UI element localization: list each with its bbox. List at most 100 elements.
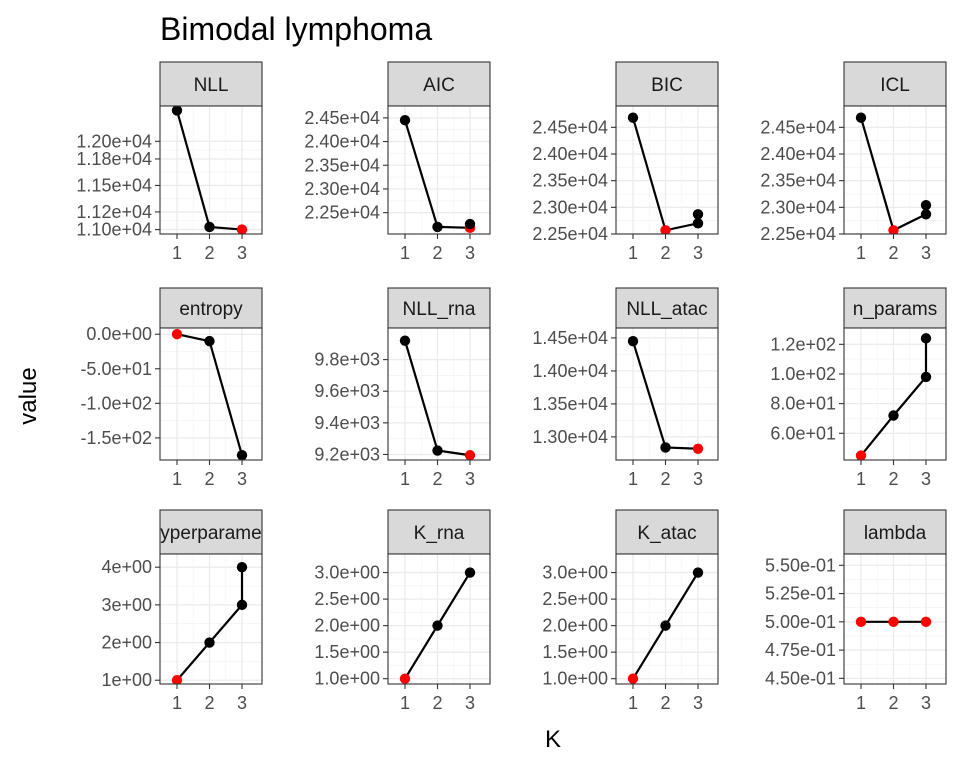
x-tick-label: 2 bbox=[888, 469, 898, 489]
facet-panel: n_params 6.0e+01 8.0e+01 1.0e+02 1.2e+02 1 2 3 bbox=[770, 287, 947, 489]
facet-strip bbox=[387, 287, 491, 329]
x-tick-label: 1 bbox=[400, 243, 410, 263]
x-tick-label: 2 bbox=[204, 243, 214, 263]
panel-border bbox=[843, 327, 947, 461]
data-point bbox=[888, 410, 899, 421]
panel-border bbox=[159, 327, 263, 461]
highlight-point bbox=[660, 225, 671, 234]
panel-plot-area bbox=[855, 616, 932, 628]
panel-background bbox=[388, 106, 490, 234]
highlight-point bbox=[692, 443, 704, 454]
facet-panel: ICL 2.25e+04 2.30e+04 2.35e+04 2.40e+04 2.45e… bbox=[760, 61, 947, 263]
facet-strip-label: BIC bbox=[651, 75, 683, 96]
facet-strip-label: lambda bbox=[864, 523, 927, 544]
data-point bbox=[399, 115, 411, 126]
x-tick-label: 3 bbox=[921, 469, 931, 489]
y-tick-label: 2.25e+04 bbox=[532, 224, 608, 244]
highlight-point bbox=[236, 224, 248, 234]
panel-border bbox=[387, 553, 491, 685]
panel-border bbox=[615, 327, 719, 461]
y-tick-label: 3e+00 bbox=[101, 595, 152, 615]
highlight-point bbox=[855, 450, 867, 460]
data-point bbox=[692, 209, 704, 220]
facet-strip-label: K_rna bbox=[414, 523, 465, 544]
facet-panel: lambda 4.50e-01 4.75e-01 5.00e-01 5.25e-01 5.… bbox=[765, 509, 947, 713]
panel-background bbox=[160, 106, 262, 234]
facet-strip bbox=[615, 509, 719, 555]
facet-strip bbox=[159, 61, 263, 107]
y-tick-label: 5.50e-01 bbox=[765, 555, 836, 575]
x-tick-label: 1 bbox=[856, 243, 866, 263]
y-tick-label: 1.18e+04 bbox=[76, 149, 152, 169]
y-tick-label: 2e+00 bbox=[101, 633, 152, 653]
data-point bbox=[171, 106, 183, 116]
y-tick-label: 2.35e+04 bbox=[760, 171, 836, 191]
y-tick-label: 4e+00 bbox=[101, 557, 152, 577]
x-tick-label: 2 bbox=[888, 243, 898, 263]
y-tick-label: 9.2e+03 bbox=[314, 444, 380, 464]
panel-plot-area bbox=[627, 567, 704, 684]
x-tick-label: 2 bbox=[660, 243, 670, 263]
y-tick-label: 1.5e+00 bbox=[314, 642, 380, 662]
panel-plot-area bbox=[627, 336, 704, 454]
x-tick-label: 2 bbox=[432, 469, 442, 489]
facet-panel: NLL 1.10e+041.12e+04 1.15e+04 1.18e+041.20e… bbox=[76, 61, 263, 263]
data-point bbox=[432, 445, 443, 456]
panel-background bbox=[388, 328, 490, 460]
y-tick-label: 1.0e+00 bbox=[314, 669, 380, 689]
y-tick-label: -5.0e+01 bbox=[80, 359, 152, 379]
facet-strip-label: ICL bbox=[880, 75, 910, 96]
x-tick-label: 2 bbox=[432, 693, 442, 713]
y-tick-label: 2.35e+04 bbox=[532, 171, 608, 191]
facet-panel: n_hyperparameters 1e+00 2e+00 3e+00 4e+00 1 2 3 bbox=[101, 509, 263, 713]
y-tick-label: 2.35e+04 bbox=[304, 155, 380, 175]
y-tick-label: 2.30e+04 bbox=[532, 197, 608, 217]
x-tick-label: 2 bbox=[660, 693, 670, 713]
y-tick-label: 5.25e-01 bbox=[765, 584, 836, 604]
data-point bbox=[920, 200, 932, 211]
panel-plot-area bbox=[855, 112, 932, 234]
x-tick-label: 3 bbox=[921, 243, 931, 263]
y-tick-label: 1.40e+04 bbox=[532, 361, 608, 381]
facet-strip-label: NLL_atac bbox=[626, 299, 707, 320]
facet-panel: NLL_rna 9.2e+03 9.4e+03 9.6e+03 9.8e+03 1 2 3 bbox=[314, 287, 491, 489]
y-tick-label: 1.5e+00 bbox=[542, 642, 608, 662]
x-tick-label: 1 bbox=[628, 693, 638, 713]
data-point bbox=[204, 637, 215, 648]
x-tick-label: 3 bbox=[237, 469, 247, 489]
y-tick-label: 1.12e+04 bbox=[76, 202, 152, 222]
y-tick-label: 2.40e+04 bbox=[760, 144, 836, 164]
y-tick-label: 2.45e+04 bbox=[760, 117, 836, 137]
y-tick-label: 2.45e+04 bbox=[304, 108, 380, 128]
x-tick-label: 1 bbox=[172, 469, 182, 489]
y-tick-label: 2.40e+04 bbox=[532, 144, 608, 164]
x-tick-label: 2 bbox=[204, 469, 214, 489]
y-tick-label: 2.30e+04 bbox=[304, 179, 380, 199]
data-point bbox=[432, 221, 443, 233]
y-tick-label: -1.0e+02 bbox=[80, 393, 152, 413]
y-tick-label: 4.75e-01 bbox=[765, 640, 836, 660]
x-tick-label: 3 bbox=[693, 243, 703, 263]
data-point bbox=[464, 567, 476, 578]
y-tick-label: 2.5e+00 bbox=[314, 589, 380, 609]
panel-border bbox=[159, 105, 263, 235]
highlight-point bbox=[888, 616, 899, 628]
data-point bbox=[920, 209, 932, 220]
panel-border bbox=[387, 327, 491, 461]
facet-strip-label: entropy bbox=[179, 299, 243, 320]
highlight-point bbox=[171, 329, 183, 340]
data-point bbox=[204, 335, 215, 347]
facet-strip bbox=[843, 61, 947, 107]
facet-strip bbox=[843, 287, 947, 329]
facet-strip-label: n_params bbox=[853, 299, 938, 320]
y-tick-label: 2.5e+00 bbox=[542, 589, 608, 609]
data-point bbox=[627, 112, 639, 123]
data-point bbox=[432, 620, 443, 631]
panel-border bbox=[615, 553, 719, 685]
data-point bbox=[236, 449, 248, 460]
facet-panel: K_rna 1.0e+00 1.5e+00 2.0e+00 2.5e+00 3.0e+00… bbox=[314, 509, 491, 713]
x-tick-label: 2 bbox=[660, 469, 670, 489]
panel-plot-area bbox=[627, 112, 704, 234]
y-tick-label: -1.5e+02 bbox=[80, 428, 152, 448]
